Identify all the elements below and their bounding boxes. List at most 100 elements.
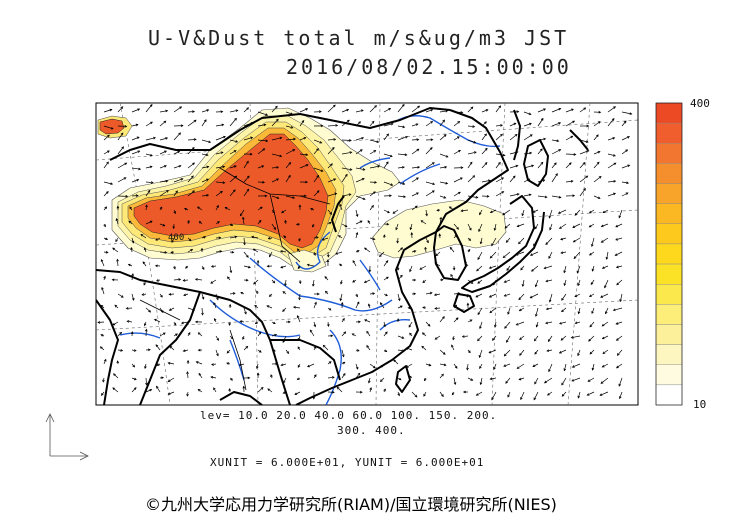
wind-arrowhead [615, 224, 619, 228]
wind-arrow [593, 195, 601, 199]
wind-arrow [523, 134, 533, 141]
colorbar-swatch [655, 324, 683, 345]
wind-arrow [201, 139, 211, 143]
wind-arrow [285, 162, 291, 169]
wind-arrowhead [316, 190, 320, 193]
wind-arrowhead [392, 211, 396, 214]
wind-arrowhead [361, 136, 365, 140]
wind-arrowhead [228, 388, 232, 392]
wind-arrow [548, 251, 553, 259]
wind-arrowhead [479, 366, 482, 370]
wind-arrowhead [327, 323, 330, 327]
wind-arrow [453, 317, 459, 323]
wind-arrow [251, 236, 259, 239]
wind-arrow [154, 318, 161, 323]
wind-arrowhead [159, 206, 163, 210]
wind-arrowhead [434, 307, 438, 310]
wind-arrowhead [165, 179, 169, 183]
wind-arrowhead [504, 225, 508, 229]
wind-arrowhead [120, 349, 124, 352]
wind-arrow [142, 261, 147, 267]
wind-arrow [187, 111, 195, 113]
wind-arrowhead [443, 363, 447, 367]
wind-arrowhead [489, 255, 493, 259]
wind-arrowhead [301, 120, 305, 123]
wind-arrowhead [167, 361, 171, 365]
wind-arrowhead [488, 266, 492, 269]
wind-arrowhead [452, 337, 455, 341]
wind-arrowhead [357, 372, 361, 376]
wind-arrowhead [170, 250, 174, 254]
wind-arrow [479, 349, 483, 358]
wind-arrow [563, 279, 567, 286]
wind-arrowhead [422, 306, 426, 309]
wind-arrow [215, 191, 223, 197]
wind-arrowhead [601, 266, 605, 269]
wind-arrow [173, 165, 182, 169]
rivers [119, 115, 501, 405]
wind-arrowhead [235, 140, 239, 143]
wind-arrow [229, 175, 237, 183]
wind-arrowhead [563, 270, 566, 274]
wind-arrowhead [442, 316, 445, 319]
wind-arrowhead [457, 191, 461, 195]
wind-arrowhead [347, 119, 350, 123]
wind-arrow [410, 223, 413, 230]
wind-arrowhead [113, 373, 116, 377]
wind-arrowhead [618, 215, 622, 219]
wind-arrow [145, 137, 156, 141]
wind-arrowhead [545, 242, 549, 246]
wind-arrow [590, 279, 595, 285]
wind-arrowhead [533, 338, 537, 342]
wind-arrowhead [156, 279, 159, 282]
wind-arrowhead [154, 264, 158, 268]
wind-arrowhead [417, 165, 421, 169]
wind-arrowhead [105, 250, 109, 254]
wind-arrowhead [401, 103, 405, 107]
wind-arrowhead [405, 347, 409, 350]
wind-arrowhead [601, 323, 605, 327]
wind-arrowhead [193, 119, 197, 123]
wind-arrow [450, 274, 455, 281]
wind-arrowhead [297, 346, 301, 350]
wind-arrowhead [416, 138, 420, 141]
wind-arrowhead [377, 165, 381, 168]
wind-arrow [481, 148, 488, 155]
wind-arrowhead [563, 283, 567, 287]
wind-arrowhead [561, 297, 564, 301]
wind-arrowhead [180, 124, 184, 128]
wind-arrowhead [477, 281, 481, 284]
wind-arrow [607, 106, 616, 113]
wind-arrow [271, 223, 276, 230]
wind-arrowhead [286, 351, 290, 354]
wind-arrow [187, 175, 194, 183]
wind-arrowhead [413, 250, 417, 253]
wind-arrow [117, 146, 124, 155]
wind-arrowhead [297, 266, 301, 270]
wind-arrow [616, 335, 623, 341]
wind-arrow [507, 391, 511, 398]
wind-arrow [187, 249, 193, 253]
wind-arrow [478, 223, 483, 232]
wind-arrowhead [518, 377, 522, 381]
wind-arrowhead [314, 301, 317, 305]
wind-arrowhead [477, 312, 481, 316]
wind-arrowhead [479, 212, 482, 216]
wind-arrowhead [415, 123, 419, 126]
wind-arrow [578, 307, 581, 314]
wind-arrow [505, 377, 511, 384]
wind-arrow [307, 264, 315, 267]
wind-arrowhead [231, 250, 235, 254]
wind-arrowhead [200, 247, 204, 251]
wind-arrow [477, 335, 483, 341]
wind-arrowhead [466, 294, 469, 298]
wind-arrow [495, 153, 505, 156]
wind-arrow [615, 251, 623, 256]
wind-arrow [520, 265, 525, 271]
wind-arrowhead [518, 241, 521, 245]
wind-arrowhead [356, 301, 360, 305]
wind-arrowhead [162, 223, 166, 227]
wind-arrowhead [371, 204, 374, 208]
wind-arrow [131, 179, 139, 183]
wind-arrowhead [361, 178, 365, 181]
